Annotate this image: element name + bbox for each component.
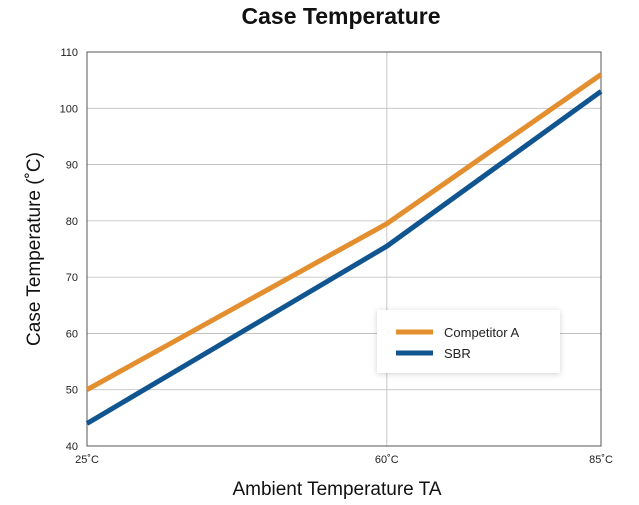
- series-line-competitor-a: [85, 72, 603, 392]
- x-tick-label: 60˚C: [375, 454, 399, 466]
- x-axis-label: Ambient Temperature TA: [232, 479, 441, 500]
- y-tick-label: 110: [60, 47, 78, 59]
- y-tick-label: 90: [66, 160, 78, 172]
- legend: Competitor A SBR: [377, 310, 560, 373]
- plot-frame: [86, 51, 602, 447]
- legend-box: [377, 310, 560, 373]
- x-tick-label: 85˚C: [589, 454, 613, 466]
- series-lines: [85, 72, 603, 426]
- x-tick-label: 25˚C: [75, 454, 99, 466]
- y-tick-label: 60: [66, 328, 78, 340]
- grid-lines: [87, 52, 601, 446]
- y-tick-label: 50: [66, 385, 78, 397]
- y-tick-labels: 40 50 60 70 80 90 100 110: [60, 47, 78, 453]
- legend-label-competitor-a: Competitor A: [444, 325, 519, 340]
- y-tick-label: 100: [60, 103, 78, 115]
- series-line-sbr: [85, 89, 603, 426]
- y-tick-label: 70: [66, 272, 78, 284]
- y-tick-label: 80: [66, 216, 78, 228]
- y-axis-label: Case Temperature (˚C): [24, 152, 45, 346]
- legend-label-sbr: SBR: [444, 346, 471, 361]
- x-tick-labels: 25˚C 60˚C 85˚C: [75, 454, 613, 466]
- y-tick-label: 40: [66, 441, 78, 453]
- chart-title: Case Temperature: [242, 3, 441, 29]
